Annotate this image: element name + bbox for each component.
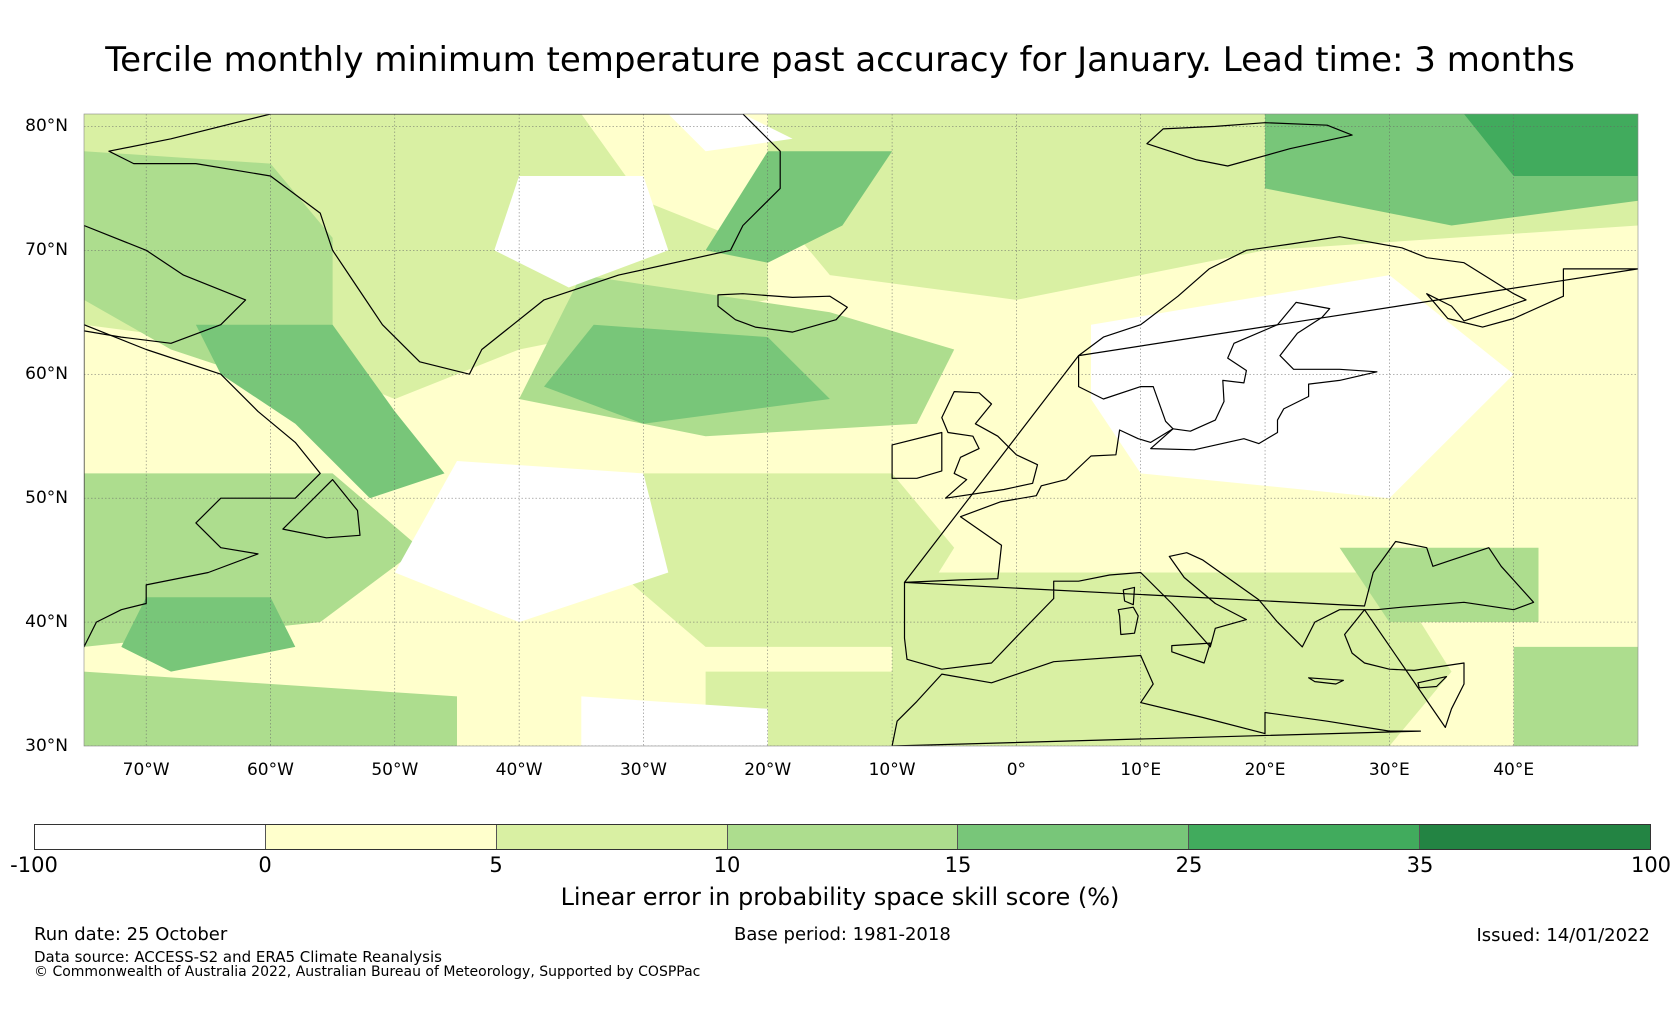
colorbar (34, 824, 1651, 850)
coastlines (84, 114, 1638, 746)
lon-label-5: 20°W (744, 760, 792, 780)
colorbar-segment-6 (1420, 825, 1651, 849)
copyright: © Commonwealth of Australia 2022, Austra… (34, 964, 701, 980)
great-britain-coastline (941, 391, 1039, 499)
lat-label-3: 50°N (25, 488, 68, 509)
lon-label-6: 10°W (868, 760, 916, 780)
lon-label-11: 40°E (1493, 760, 1535, 780)
corsica-coastline (1122, 586, 1136, 606)
colorbar-segment-3 (727, 825, 959, 849)
baltic-sea-coastline (1150, 301, 1378, 451)
data-source: Data source: ACCESS-S2 and ERA5 Climate … (34, 948, 442, 966)
turkey-levant-coastline (1343, 609, 1465, 729)
lon-label-4: 30°W (619, 760, 667, 780)
colorbar-segment-5 (1189, 825, 1421, 849)
western-europe-coastline (903, 355, 1174, 584)
skill-regions (84, 114, 1638, 746)
scandinavia-kola-coastline (1077, 236, 1638, 357)
north-africa-coastline (891, 654, 1422, 746)
region-mediterranean-africa (892, 572, 1452, 746)
region-greenland-interior (494, 176, 669, 288)
gridlines (84, 114, 1638, 746)
lat-label-5: 30°N (25, 736, 68, 756)
crete-coastline (1307, 677, 1345, 685)
lon-label-3: 40°W (495, 760, 543, 780)
ireland-coastline (891, 431, 943, 479)
lat-label-2: 60°N (25, 364, 68, 385)
north-america-coastline (84, 324, 321, 648)
greenland-coastline (108, 114, 781, 375)
region-fram-strait (668, 114, 793, 152)
region-barents-north (1464, 114, 1638, 176)
region-mid-atlantic-east (618, 473, 955, 647)
lon-label-10: 30°E (1368, 760, 1410, 780)
lon-label-7: 0° (1006, 760, 1027, 780)
issued-date: Issued: 14/01/2022 (1476, 925, 1650, 946)
colorbar-tick-0: -100 (10, 853, 58, 877)
region-mid-atlantic-low (394, 461, 669, 623)
lon-label-9: 20°E (1244, 760, 1286, 780)
colorbar-tick-2: 5 (489, 853, 503, 877)
map-title: Tercile monthly minimum temperature past… (105, 40, 1575, 80)
lon-label-2: 50°W (371, 760, 419, 780)
colorbar-tick-6: 35 (1406, 853, 1434, 877)
colorbar-tick-3: 10 (713, 853, 741, 877)
colorbar-segment-1 (265, 825, 497, 849)
southern-europe-coastline (903, 540, 1535, 670)
colorbar-segment-4 (958, 825, 1190, 849)
region-scandinavia (1091, 275, 1514, 499)
sardinia-coastline (1117, 606, 1139, 636)
region-gulf-stream (121, 597, 296, 672)
colorbar-tick-4: 15 (944, 853, 972, 877)
region-subtropical-west (84, 671, 457, 746)
colorbar-tick-1: 0 (258, 853, 272, 877)
region-subtropical-low (581, 696, 768, 746)
lon-label-0: 70°W (122, 760, 170, 780)
base-period: Base period: 1981-2018 (734, 924, 951, 945)
svalbard-coastline (1146, 122, 1353, 167)
colorbar-tick-7: 100 (1630, 853, 1672, 877)
lat-label-4: 40°N (25, 612, 68, 633)
lon-label-8: 10°E (1120, 760, 1162, 780)
region-labrador-coast (195, 324, 445, 499)
run-date: Run date: 25 October (34, 924, 228, 945)
region-middle-east (1513, 646, 1638, 746)
colorbar-label: Linear error in probability space skill … (560, 883, 1120, 911)
lat-label-0: 80°N (25, 116, 68, 137)
region-east-greenland (705, 151, 893, 263)
newfoundland-coastline (282, 479, 361, 539)
baffin-island-coastline (84, 224, 247, 344)
colorbar-segment-2 (496, 825, 728, 849)
map-frame (83, 113, 1639, 747)
lat-label-1: 70°N (25, 240, 68, 261)
sicily-coastline (1171, 642, 1211, 664)
colorbar-tick-5: 25 (1175, 853, 1203, 877)
cyprus-coastline (1417, 675, 1448, 689)
colorbar-segment-0 (35, 825, 266, 849)
iceland-coastline (717, 293, 848, 333)
lon-label-1: 60°W (246, 760, 294, 780)
